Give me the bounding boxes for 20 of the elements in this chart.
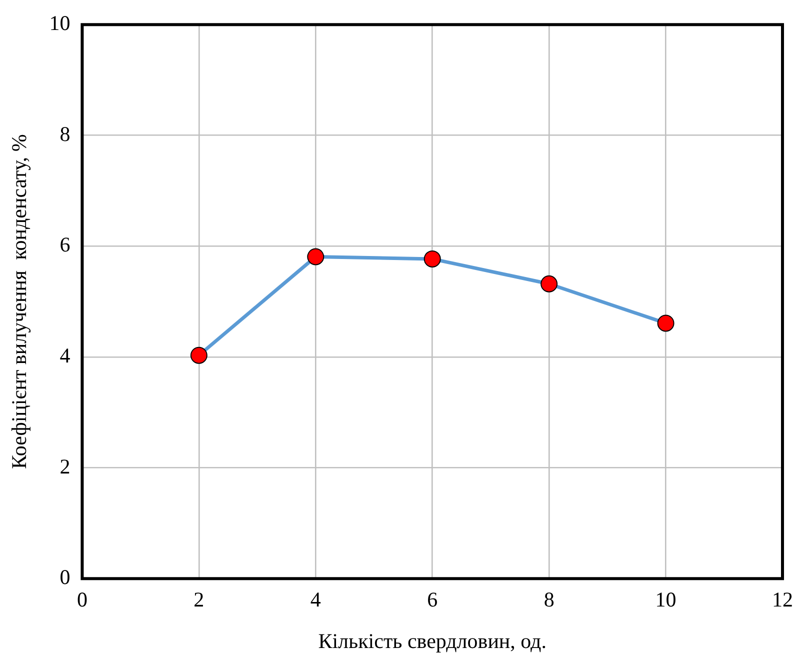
x-tick-label: 0 <box>76 588 88 612</box>
y-tick-label: 4 <box>60 344 71 368</box>
x-tick-label: 2 <box>194 588 204 612</box>
x-tick-label: 6 <box>427 588 438 612</box>
x-axis-title: Кількість свердловин, од. <box>318 628 547 653</box>
point <box>424 250 441 268</box>
y-tick-label: 0 <box>60 565 70 590</box>
point <box>657 314 674 332</box>
y-tick-label: 6 <box>60 232 70 257</box>
point <box>307 248 324 266</box>
x-tick-label: 10 <box>655 588 676 612</box>
y-tick-label: 2 <box>60 454 70 478</box>
x-tick-label: 4 <box>310 588 322 612</box>
y-tick-label: 10 <box>49 11 70 36</box>
point <box>540 275 558 292</box>
y-tick-label: 8 <box>60 122 70 146</box>
point <box>190 346 208 364</box>
y-axis-title: Коефіцієнт вилучення конденсату, % <box>7 134 32 470</box>
x-tick-label: 8 <box>544 588 554 612</box>
x-tick-label: 12 <box>772 588 793 612</box>
